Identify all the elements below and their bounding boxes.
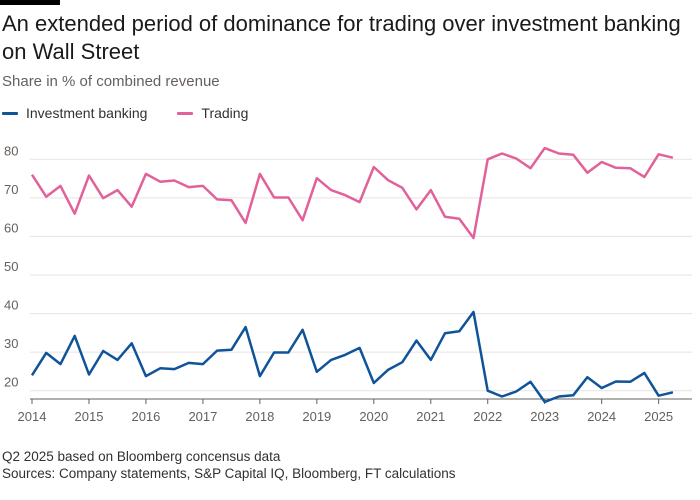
y-tick-label: 60 (4, 220, 18, 235)
y-tick-label: 30 (4, 336, 18, 351)
x-tick-label: 2018 (245, 409, 274, 424)
legend-swatch-trading (177, 111, 194, 115)
y-tick-label: 70 (4, 182, 18, 197)
x-tick-label: 2025 (644, 409, 673, 424)
x-tick-label: 2019 (302, 409, 331, 424)
x-tick-label: 2020 (359, 409, 388, 424)
chart-subtitle: Share in % of combined revenue (2, 73, 220, 90)
legend-label-investment-banking: Investment banking (26, 105, 148, 121)
legend: Investment banking Trading (2, 105, 248, 121)
footnote: Q2 2025 based on Bloomberg concensus dat… (2, 449, 281, 464)
series-line-investment-banking (30, 310, 674, 404)
legend-item-trading: Trading (177, 105, 248, 121)
x-tick-label: 2023 (530, 409, 559, 424)
x-tick-label: 2017 (188, 409, 217, 424)
legend-item-investment-banking: Investment banking (2, 105, 147, 121)
chart-title: An extended period of dominance for trad… (2, 11, 681, 64)
x-tick-label: 2024 (587, 409, 616, 424)
x-tick-label: 2016 (131, 409, 160, 424)
x-axis: 2014 2015 2016 2017 2018 2019 2020 2021 2022 2023… (18, 398, 692, 424)
x-tick-label: 2014 (18, 409, 47, 424)
series-line-trading (30, 146, 674, 240)
series-lines (30, 146, 674, 404)
gridlines (30, 158, 692, 392)
y-tick-label: 80 (4, 143, 18, 158)
y-axis-labels: 20 30 40 50 60 70 80 (4, 143, 18, 389)
x-tick-label: 2021 (416, 409, 445, 424)
legend-swatch-investment-banking (2, 111, 18, 115)
sources-note: Sources: Company statements, S&P Capital… (2, 466, 456, 481)
x-tick-label: 2022 (473, 409, 502, 424)
legend-label-trading: Trading (201, 105, 249, 121)
brand-bar (0, 0, 60, 5)
y-tick-label: 40 (4, 298, 18, 313)
x-tick-label: 2015 (75, 409, 104, 424)
y-tick-label: 20 (4, 375, 18, 390)
y-tick-label: 50 (4, 259, 18, 274)
